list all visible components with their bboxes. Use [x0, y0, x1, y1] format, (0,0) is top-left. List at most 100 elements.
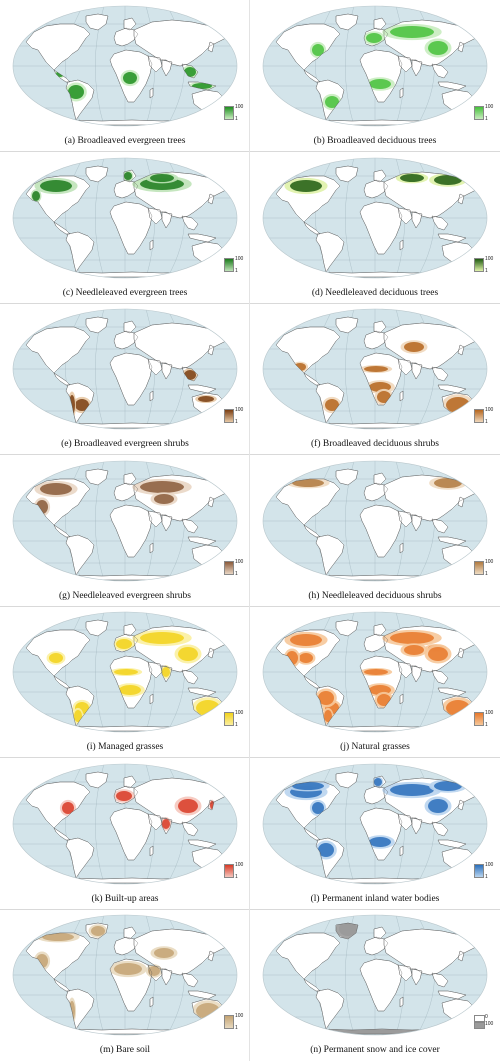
panel-caption: (l) Permanent inland water bodies	[310, 893, 440, 904]
map-panel: 100 1 (e) Broadleaved evergreen shrubs	[0, 303, 250, 454]
legend-colorbar	[224, 712, 234, 726]
world-map	[12, 914, 238, 1036]
world-map	[262, 460, 488, 581]
landmass	[47, 877, 213, 883]
legend-swatch	[474, 1015, 485, 1022]
legend-max: 100	[235, 407, 244, 413]
map-panel: 100 1 (f) Broadleaved deciduous shrubs	[250, 303, 500, 454]
cover-region	[119, 685, 141, 695]
cover-region	[148, 966, 160, 976]
cover-region	[339, 923, 357, 936]
legend-colorbar	[474, 409, 484, 423]
world-map	[12, 5, 238, 127]
map-panel: 100 1 (m) Bare soil	[0, 909, 250, 1060]
panel-caption: (b) Broadleaved deciduous trees	[313, 136, 437, 146]
cover-region	[75, 399, 89, 411]
cover-region	[154, 493, 174, 504]
legend-max: 100	[235, 558, 244, 565]
legend-max: 100	[235, 861, 244, 868]
cover-region	[124, 171, 132, 180]
landmass	[47, 725, 213, 732]
landmass	[297, 422, 463, 429]
world-map	[12, 308, 238, 430]
cover-region	[364, 669, 388, 675]
landmass	[47, 1028, 213, 1035]
cover-region	[178, 798, 198, 813]
cover-region	[390, 783, 434, 796]
map-panel: 100 1 (j) Natural grasses	[250, 606, 500, 757]
cover-region	[377, 694, 391, 706]
cover-region	[116, 639, 132, 649]
row-divider	[0, 757, 500, 758]
legend-max: 100	[235, 255, 244, 262]
landmass	[297, 119, 463, 126]
map-panel: 100 1 (d) Needleleaved deciduous trees	[250, 152, 500, 303]
legend-min: 1	[485, 419, 488, 425]
landmass	[47, 271, 213, 277]
row-divider	[0, 605, 500, 607]
map-panel: 100 1 (l) Permanent inland water bodies	[250, 758, 500, 909]
legend-min: 1	[235, 722, 238, 728]
cover-region	[42, 933, 74, 941]
map-panel: 100 1 (k) Built-up areas	[0, 758, 250, 909]
cover-region	[366, 33, 382, 43]
panel-caption: (d) Needleleaved deciduous trees	[311, 287, 439, 298]
panel-caption: (m) Bare soil	[99, 1045, 151, 1055]
cover-region	[400, 173, 424, 182]
legend-colorbar	[474, 712, 484, 726]
cover-region	[178, 647, 198, 661]
map-panel: 100 1 (i) Managed grasses	[0, 606, 250, 757]
panel-caption: (h) Needleleaved deciduous shrubs	[308, 590, 442, 601]
landmass	[47, 574, 213, 580]
cover-region	[377, 391, 391, 403]
cover-region	[428, 647, 448, 661]
world-map	[262, 308, 488, 430]
legend-min: 1	[485, 873, 488, 880]
cover-region	[369, 836, 391, 847]
legend-max: 100	[235, 710, 244, 716]
legend-min: 1	[235, 116, 238, 122]
cover-region	[318, 842, 334, 857]
cover-region	[68, 85, 84, 99]
legend-colorbar	[224, 106, 234, 120]
cover-region	[374, 777, 382, 786]
legend-swatch	[474, 1022, 485, 1029]
legend-min: 1	[485, 267, 488, 274]
legend-colorbar	[224, 409, 234, 423]
legend-min: 1	[235, 1025, 238, 1031]
map-panel: 100 1 (h) Needleleaved deciduous shrubs	[250, 455, 500, 606]
map-panel: 100 1 (g) Needleleaved evergreen shrubs	[0, 455, 250, 606]
legend-colorbar	[474, 257, 484, 272]
legend-max: 100	[485, 1021, 494, 1027]
panel-caption: (g) Needleleaved evergreen shrubs	[59, 590, 191, 601]
legend-min: 1	[485, 116, 488, 122]
row-divider	[0, 151, 500, 152]
cover-region	[162, 818, 170, 829]
legend-min: 1	[235, 570, 238, 577]
world-map	[262, 5, 488, 127]
row-divider	[0, 302, 500, 304]
cover-region	[446, 700, 470, 716]
column-divider	[249, 0, 250, 1061]
panel-caption: (a) Broadleaved evergreen trees	[64, 136, 186, 146]
map-panel: 100 1 (b) Broadleaved deciduous trees	[250, 0, 500, 151]
cover-region	[369, 79, 391, 89]
cover-region	[198, 396, 214, 402]
cover-region	[91, 926, 105, 936]
cover-region	[318, 691, 334, 705]
cover-region	[290, 179, 322, 192]
cover-region	[298, 1030, 462, 1034]
cover-region	[434, 477, 462, 488]
legend-min: 1	[235, 873, 238, 880]
cover-region	[324, 710, 332, 722]
cover-region	[150, 173, 174, 182]
map-panel: 0 100 (n) Permanent snow and ice cover	[250, 909, 500, 1060]
panel-caption: (f) Broadleaved deciduous shrubs	[311, 439, 439, 449]
world-map	[262, 157, 488, 278]
legend-colorbar	[474, 106, 484, 120]
landmass	[47, 119, 213, 126]
legend-max: 100	[485, 558, 494, 565]
cover-region	[196, 700, 220, 716]
cover-region	[446, 397, 470, 413]
